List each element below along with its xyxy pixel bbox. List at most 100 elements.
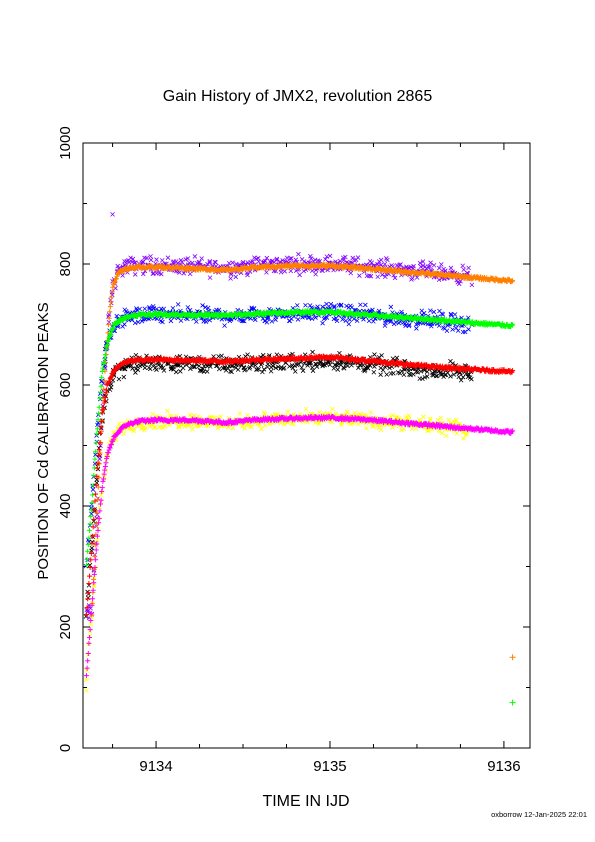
scatter-point (107, 387, 113, 392)
scatter-point (376, 354, 382, 360)
scatter-point (350, 255, 355, 261)
scatter-point (312, 257, 318, 263)
scatter-point (269, 319, 275, 324)
scatter-point (121, 374, 127, 380)
scatter-point (117, 421, 122, 426)
scatter-point (335, 367, 341, 372)
scatter-point (426, 264, 431, 269)
scatter-point (409, 426, 415, 432)
scatter-point (158, 271, 164, 277)
scatter-point (368, 410, 374, 415)
scatter-point (235, 367, 241, 372)
scatter-point (285, 409, 290, 415)
scatter-point (450, 327, 455, 332)
scatter-point (132, 320, 138, 326)
scatter-point (228, 369, 233, 374)
scatter-point (393, 320, 399, 325)
scatter-point (134, 307, 140, 313)
series-point (102, 463, 108, 469)
scatter-point (178, 318, 184, 323)
scatter-point (306, 315, 311, 321)
scatter-point (260, 352, 266, 358)
scatter-point (256, 259, 261, 264)
series-point (93, 491, 99, 497)
scatter-point (335, 260, 340, 266)
scatter-point (260, 369, 265, 375)
series-point (85, 658, 91, 664)
scatter-point (230, 425, 236, 431)
scatter-point (324, 315, 330, 320)
scatter-point (274, 257, 279, 263)
scatter-point (242, 318, 247, 324)
scatter-point (382, 261, 388, 267)
series-point (87, 635, 93, 641)
scatter-point (270, 363, 276, 369)
scatter-point (397, 262, 402, 268)
scatter-point (329, 419, 335, 425)
scatter-point (216, 366, 222, 372)
scatter-point (86, 603, 92, 608)
scatter-point (261, 410, 267, 415)
scatter-point (387, 365, 392, 371)
scatter-point (385, 257, 390, 263)
scatter-point (161, 306, 167, 312)
scatter-point (179, 259, 185, 265)
chart-lines (83, 261, 516, 706)
scatter-point (413, 369, 419, 375)
scatter-point (278, 420, 284, 426)
scatter-point (196, 260, 202, 265)
scatter-point (444, 328, 450, 334)
scatter-point (204, 369, 210, 374)
series-point (103, 460, 109, 466)
scatter-point (165, 255, 171, 260)
scatter-point (332, 303, 337, 309)
series-point (87, 521, 93, 527)
scatter-point (141, 427, 147, 433)
scatter-point (343, 360, 349, 365)
scatter-point (207, 259, 213, 264)
scatter-point (437, 265, 442, 271)
scatter-point (436, 368, 441, 374)
scatter-point (407, 322, 412, 328)
series-point (91, 473, 97, 479)
scatter-point (424, 369, 430, 374)
scatter-point (91, 583, 97, 589)
scatter-point (448, 265, 454, 271)
scatter-point (338, 302, 344, 308)
scatter-point (371, 369, 377, 375)
scatter-point (199, 256, 204, 261)
scatter-point (233, 274, 238, 280)
scatter-point (460, 374, 466, 380)
scatter-point (384, 372, 390, 377)
scatter-point (97, 504, 102, 510)
scatter-point (254, 367, 260, 372)
scatter-point (434, 373, 440, 379)
scatter-point (466, 327, 471, 332)
scatter-point (128, 363, 134, 368)
scatter-point (320, 304, 325, 310)
scatter-point (451, 372, 457, 377)
scatter-point (324, 254, 330, 259)
scatter-point (275, 412, 280, 417)
scatter-point (194, 319, 199, 324)
scatter-point (142, 362, 148, 367)
scatter-point (302, 361, 307, 366)
scatter-point (469, 282, 475, 288)
scatter-point (151, 363, 157, 368)
y-tick-label: 0 (57, 744, 74, 752)
scatter-point (150, 411, 155, 417)
scatter-point (273, 365, 279, 371)
scatter-point (240, 424, 245, 429)
scatter-point (390, 413, 395, 418)
x-tick-label: 9135 (313, 758, 346, 775)
scatter-point (177, 270, 182, 275)
scatter-point (406, 323, 412, 329)
scatter-point (154, 257, 159, 262)
scatter-point (453, 325, 459, 331)
outlier-point (509, 699, 516, 706)
scatter-point (228, 276, 233, 281)
outlier-point (509, 654, 516, 661)
series-point (84, 665, 90, 671)
scatter-point (292, 369, 298, 374)
